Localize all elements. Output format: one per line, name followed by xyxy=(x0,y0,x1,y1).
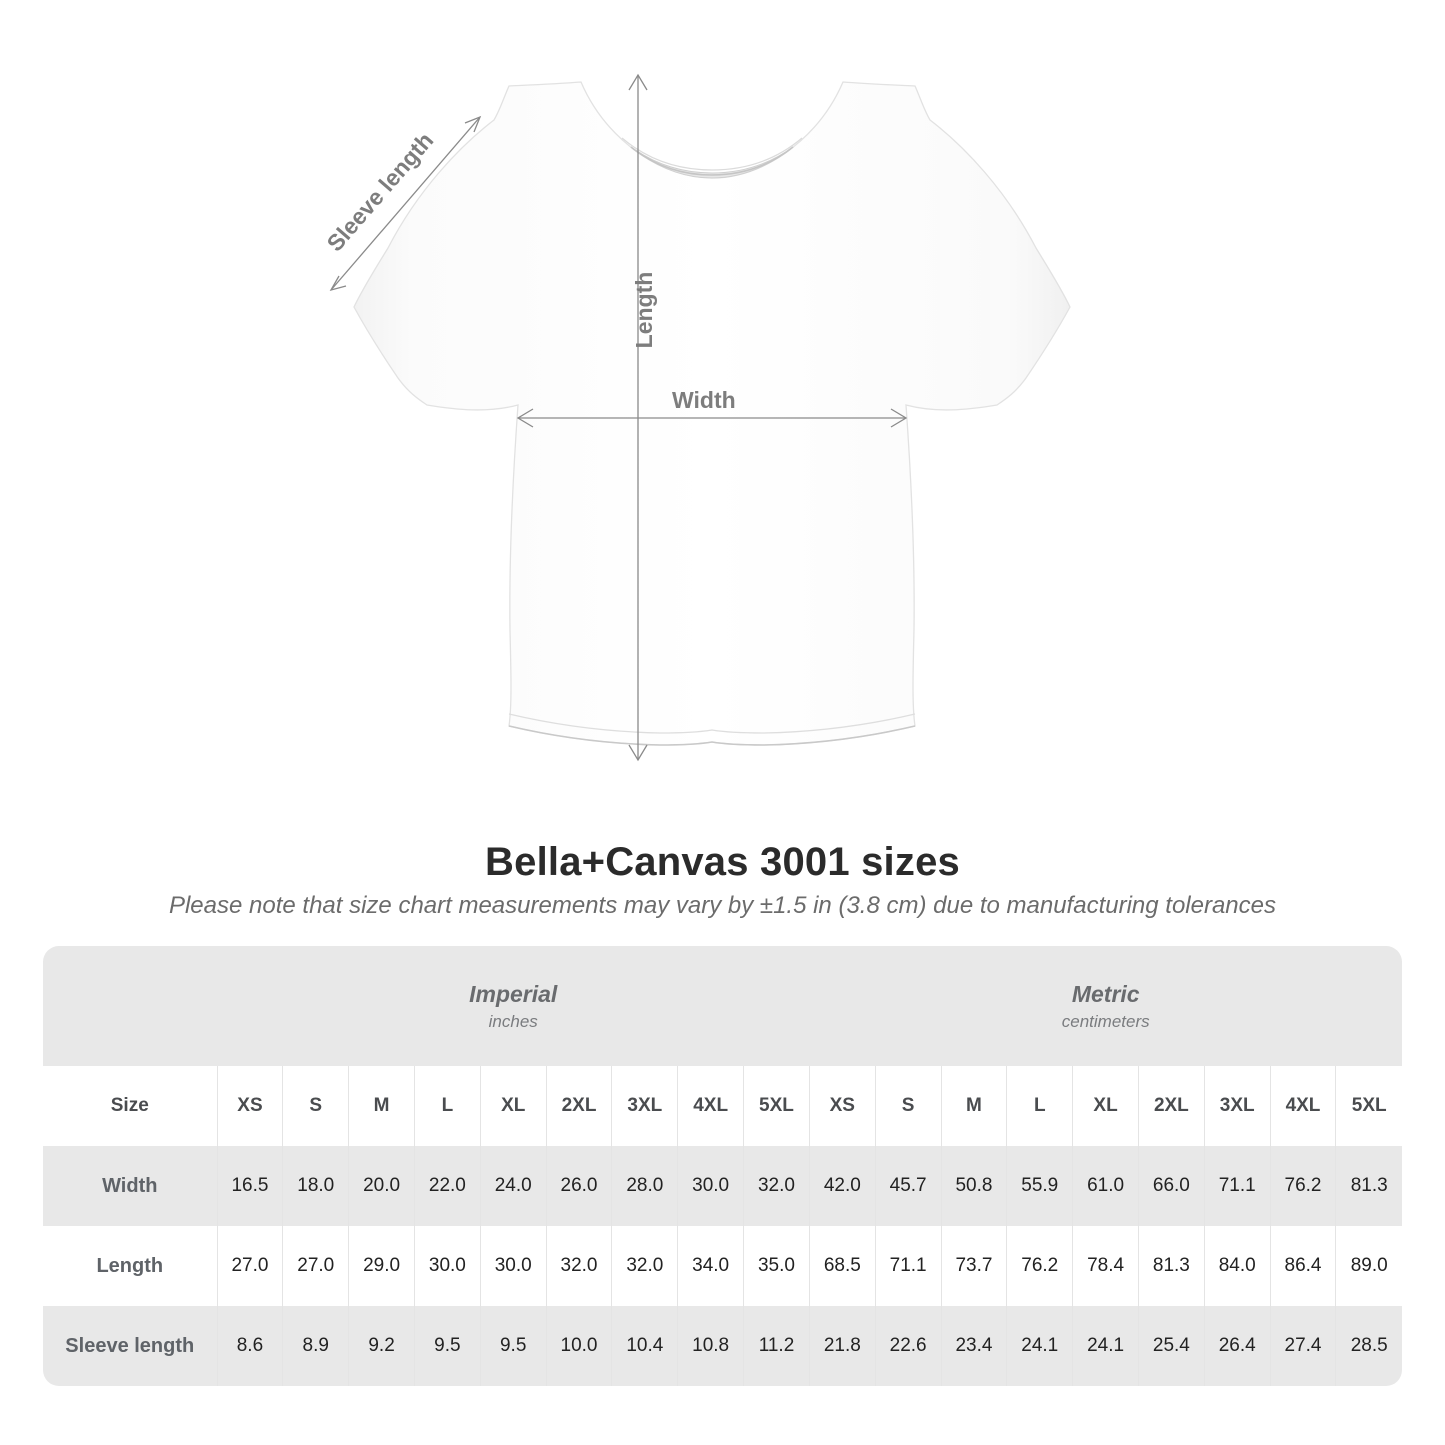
svg-text:Width: Width xyxy=(672,387,736,413)
svg-text:Length: Length xyxy=(631,272,657,349)
